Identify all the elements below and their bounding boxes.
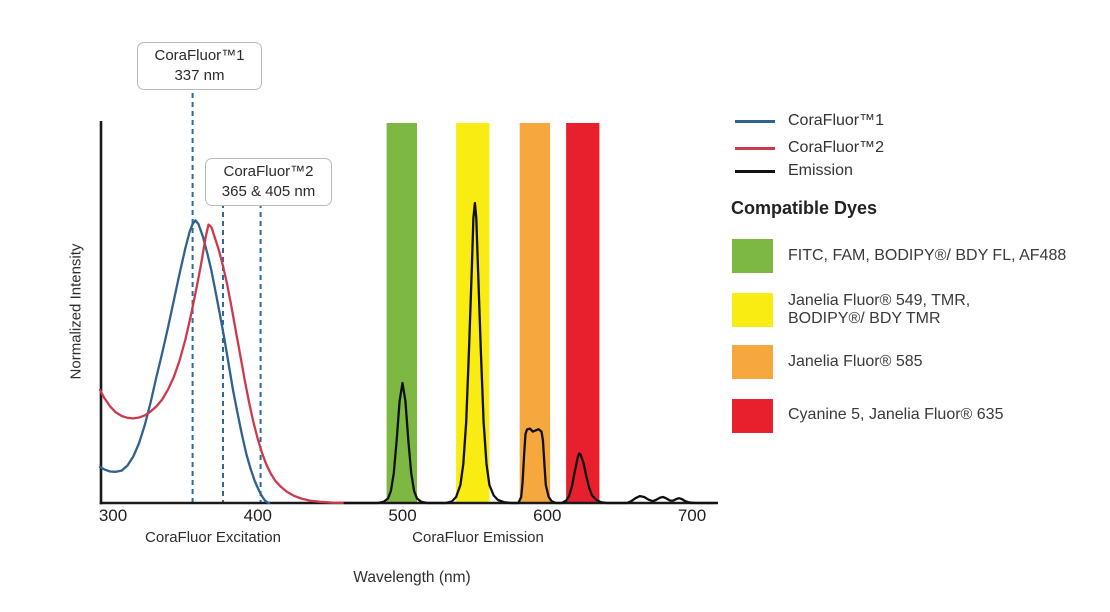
dye-label-line: Janelia Fluor® 585: [788, 352, 923, 370]
dye-label-line: Janelia Fluor® 549, TMR,: [788, 291, 971, 309]
legend-line-swatch-black: [735, 169, 775, 173]
series-corafluor1-excitation: [98, 219, 271, 505]
annotation-value: 337 nm: [174, 66, 225, 84]
spectra-plot: [98, 84, 718, 505]
legend-item-corafluor1: CoraFluor™1: [731, 112, 884, 130]
series-emission: [343, 201, 717, 505]
series-corafluor2-excitation: [98, 223, 353, 505]
dye-label-line: FITC, FAM, BODIPY®/ BDY FL, AF488: [788, 246, 1067, 264]
legend-item-corafluor2: CoraFluor™2: [731, 139, 884, 157]
annotation-value: 365 & 405 nm: [221, 182, 316, 200]
dye-item-green: FITC, FAM, BODIPY®/ BDY FL, AF488: [732, 239, 1066, 273]
emission-section-label: CoraFluor Emission: [412, 529, 544, 546]
x-tick-300: 300: [98, 506, 128, 525]
dye-label-line: BODIPY®/ BDY TMR: [788, 310, 941, 327]
legend-line-swatch-blue: [735, 119, 775, 123]
annotation-title: CoraFluor™2: [223, 163, 314, 180]
x-tick-400: 400: [243, 506, 272, 525]
legend-panel: CoraFluor™1 CoraFluor™2 Emission Compati…: [731, 0, 1110, 612]
dye-item-yellow: Janelia Fluor® 549, TMR, BODIPY®/ BDY TM…: [732, 292, 970, 328]
dye-label-line: Cyanine 5, Janelia Fluor® 635: [788, 406, 1004, 424]
legend-item-emission: Emission: [731, 162, 853, 180]
filter-band-red: [566, 123, 600, 503]
legend-label: CoraFluor™2: [788, 139, 885, 156]
dye-item-red: Cyanine 5, Janelia Fluor® 635: [732, 398, 1003, 433]
dye-item-orange: Janelia Fluor® 585: [732, 344, 923, 380]
x-tick-500: 500: [388, 506, 417, 525]
dye-swatch-green: [732, 239, 773, 273]
x-tick-700: 700: [677, 506, 707, 525]
dye-swatch-red: [732, 398, 773, 433]
annotation-callout-corafluor1: CoraFluor™1 337 nm: [137, 42, 262, 90]
annotation-callout-corafluor2: CoraFluor™2 365 & 405 nm: [205, 158, 332, 206]
legend-label: CoraFluor™1: [788, 112, 885, 129]
annotation-title: CoraFluor™1: [154, 47, 245, 64]
y-axis-label: Normalized Intensity: [67, 243, 85, 380]
dye-swatch-yellow: [732, 293, 773, 327]
filter-band-green: [386, 123, 417, 503]
dye-swatch-orange: [732, 345, 773, 379]
x-tick-600: 600: [533, 506, 562, 525]
x-axis-label: Wavelength (nm): [353, 569, 471, 586]
legend-label: Emission: [788, 162, 853, 179]
legend-line-swatch-red: [735, 146, 775, 150]
compatible-dyes-heading: Compatible Dyes: [731, 198, 878, 218]
excitation-section-label: CoraFluor Excitation: [145, 529, 281, 546]
